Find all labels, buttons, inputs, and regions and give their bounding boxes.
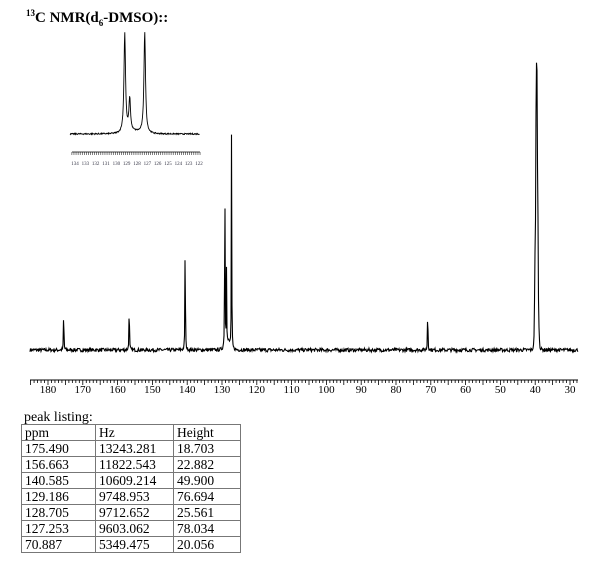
x-tick-label: 100	[318, 384, 335, 396]
table-header-row: ppm Hz Height	[21, 424, 241, 441]
table-row: 129.186 9748.953 76.694	[21, 488, 241, 505]
table-cell: 18.703	[173, 440, 241, 457]
inset-trace	[69, 32, 200, 136]
x-tick-label: 80	[391, 384, 403, 396]
table-cell: 129.186	[21, 488, 96, 505]
table-cell: 76.694	[173, 488, 241, 505]
x-tick-label: 120	[249, 384, 266, 396]
table-cell: 9603.062	[95, 520, 174, 537]
title-text-end: -DMSO)::	[103, 10, 169, 26]
table-cell: 175.490	[21, 440, 96, 457]
spectrum-trace	[29, 62, 579, 354]
table-cell: 13243.281	[95, 440, 174, 457]
table-cell: 70.887	[21, 536, 96, 553]
inset-tick-label: 128	[133, 162, 141, 167]
x-tick-label: 70	[425, 384, 437, 396]
x-tick-label: 40	[530, 384, 542, 396]
inset-tick-label: 122	[195, 162, 203, 167]
table-row: 156.663 11822.543 22.882	[21, 456, 241, 473]
table-row: 140.585 10609.214 49.900	[21, 472, 241, 489]
inset-tick-label: 132	[92, 162, 100, 167]
x-tick-label: 90	[356, 384, 368, 396]
inset-tick-label: 129	[123, 162, 131, 167]
table-cell: 127.253	[21, 520, 96, 537]
table-cell: 22.882	[173, 456, 241, 473]
x-tick-label: 160	[109, 384, 126, 396]
table-cell: 10609.214	[95, 472, 174, 489]
x-tick-label: 60	[460, 384, 472, 396]
table-cell: 78.034	[173, 520, 241, 537]
x-tick-label: 140	[179, 384, 196, 396]
inset-tick-label: 134	[71, 162, 79, 167]
title-text: C NMR(d	[35, 10, 99, 26]
nmr-spectrum: 180 170 160 150 140 130 120 110 100 90 80 70 60 50 40 3…	[29, 32, 579, 396]
table-cell: 49.900	[173, 472, 241, 489]
x-tick-label: 150	[144, 384, 161, 396]
table-cell: 20.056	[173, 536, 241, 553]
table-cell: Height	[173, 424, 241, 441]
x-tick-label: 170	[75, 384, 92, 396]
inset-tick-label: 133	[82, 162, 90, 167]
table-cell: 9748.953	[95, 488, 174, 505]
title-subscript: 6	[98, 18, 104, 28]
inset-tick-label: 123	[185, 162, 193, 167]
x-tick-label: 50	[495, 384, 507, 396]
table-cell: 9712.652	[95, 504, 174, 521]
table-row: 70.887 5349.475 20.056	[21, 536, 241, 553]
inset-tick-label: 131	[102, 162, 110, 167]
inset-tick-label: 125	[164, 162, 172, 167]
inset-tick-label: 127	[144, 162, 152, 167]
table-cell: 156.663	[21, 456, 96, 473]
x-tick-label: 130	[214, 384, 231, 396]
table-row: 175.490 13243.281 18.703	[21, 440, 241, 457]
table-cell: 128.705	[21, 504, 96, 521]
spectrum-title: 13C NMR(d6-DMSO)::	[26, 8, 168, 28]
inset-tick-label: 126	[154, 162, 162, 167]
x-tick-label: 180	[40, 384, 57, 396]
peak-listing-caption: peak listing:	[24, 410, 93, 425]
table-row: 128.705 9712.652 25.561	[21, 504, 241, 521]
title-isotope: 13	[26, 8, 35, 18]
inset-tick-label: 130	[113, 162, 121, 167]
x-tick-label: 110	[284, 384, 301, 396]
table-cell: ppm	[21, 424, 96, 441]
table-cell: 140.585	[21, 472, 96, 489]
table-row: 127.253 9603.062 78.034	[21, 520, 241, 537]
table-cell: 5349.475	[95, 536, 174, 553]
table-cell: 11822.543	[95, 456, 174, 473]
peak-listing-table: ppm Hz Height 175.490 13243.281 18.703 156.663…	[21, 424, 241, 553]
table-cell: 25.561	[173, 504, 241, 521]
table-cell: Hz	[95, 424, 174, 441]
x-tick-label: 30	[565, 384, 577, 396]
inset-tick-label: 124	[175, 162, 183, 167]
